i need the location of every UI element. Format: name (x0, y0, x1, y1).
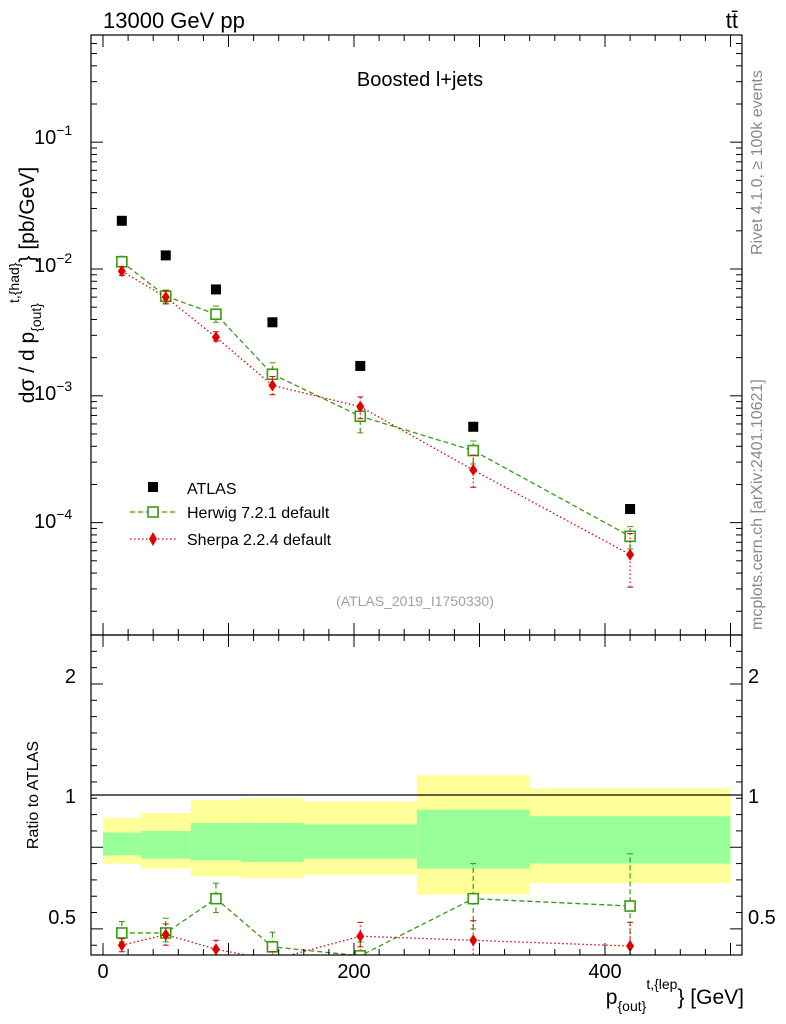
process-label: tt̄ (726, 8, 738, 33)
band-green-6 (529, 816, 731, 864)
y-tick-label-1e-3: 10−3 (34, 378, 72, 405)
band-green-0 (103, 832, 141, 856)
main-sherpa-point-5 (469, 464, 478, 477)
ratio-sherpa-point-5 (469, 934, 478, 947)
ratio-herwig-point-2 (210, 892, 222, 905)
main-sherpa-point-6 (626, 548, 635, 561)
ratio-herwig-point-6 (624, 900, 636, 912)
main-atlas-point-4 (355, 360, 366, 371)
ratio-sherpa-point-3 (271, 953, 274, 955)
legend-herwig-label: Herwig 7.2.1 default (187, 505, 330, 522)
y-tick-label-1e-2: 10−2 (34, 250, 72, 277)
main-atlas-point-5 (468, 421, 479, 432)
main-atlas-point-2 (210, 284, 221, 295)
band-green-4 (303, 824, 417, 859)
band-green-3 (241, 822, 304, 862)
band-green-1 (140, 830, 191, 859)
main-sherpa-point-2 (211, 331, 220, 344)
ratio-y-tick-2-left: 2 (65, 666, 76, 688)
main-sherpa-point-0 (117, 265, 126, 278)
analysis-tag: (ATLAS_2019_I1750330) (336, 593, 494, 609)
ratio-y-axis-label: Ratio to ATLAS (25, 741, 42, 849)
ratio-herwig-point-0 (116, 927, 128, 939)
ratio-herwig-line (121, 897, 631, 955)
band-green-2 (190, 822, 242, 861)
legend-atlas-label: ATLAS (187, 481, 237, 498)
ratio-herwig-point-5 (467, 892, 480, 905)
ratio-y-tick-1-left: 1 (65, 786, 76, 808)
main-herwig-point-5 (467, 444, 480, 457)
main-herwig-point-2 (210, 308, 222, 321)
main-atlas-point-0 (116, 215, 127, 226)
ratio-y-tick-1-right: 1 (748, 786, 759, 808)
ratio-sherpa-point-4 (356, 930, 365, 943)
ratio-panel-frame (90, 634, 743, 956)
ratio-panel-series (116, 853, 636, 955)
legend: ATLAS Herwig 7.2.1 default Sherpa 2.2.4 … (130, 481, 332, 549)
legend-sherpa-label: Sherpa 2.2.4 default (187, 532, 332, 549)
main-sherpa-point-1 (161, 291, 170, 304)
x-axis-label: p{out}t,{lep} [GeV] (606, 976, 744, 1014)
legend-atlas-marker (148, 482, 158, 492)
main-herwig-point-3 (266, 368, 279, 381)
ratio-sherpa-point-6 (626, 940, 635, 953)
main-herwig-point-4 (354, 410, 367, 423)
x-tick-label-0: 0 (97, 961, 108, 983)
main-atlas-point-3 (267, 317, 278, 328)
ratio-y-tick-0.5-right: 0.5 (748, 907, 776, 929)
ratio-y-tick-2-right: 2 (748, 666, 759, 688)
mcplots-label: mcplots.cern.ch [arXiv:2401.10621] (749, 379, 766, 630)
x-tick-label-400: 400 (588, 961, 621, 983)
ratio-sherpa-point-1 (161, 928, 170, 941)
y-tick-label-1e-1: 10−1 (34, 122, 72, 149)
ratio-sherpa-line (121, 933, 631, 955)
energy-label: 13000 GeV pp (103, 8, 245, 33)
x-tick-label-200: 200 (337, 961, 370, 983)
legend-herwig-marker (147, 506, 159, 518)
main-atlas-point-1 (160, 250, 171, 261)
ratio-herwig-point-3 (266, 941, 279, 953)
legend-sherpa-marker (149, 532, 157, 546)
main-title: Boosted l+jets (357, 69, 483, 91)
axis-ticks (91, 35, 742, 955)
ratio-herwig-point-4 (354, 950, 367, 955)
main-atlas-point-6 (625, 504, 636, 515)
y-tick-labels-ratio-left: 0.5 1 2 (48, 666, 76, 929)
ratio-sherpa-point-2 (211, 943, 220, 955)
main-panel-series (116, 215, 636, 588)
main-sherpa-point-3 (268, 379, 277, 392)
rivet-version-label: Rivet 4.1.0, ≥ 100k events (749, 70, 766, 255)
ratio-y-tick-0.5-left: 0.5 (48, 907, 76, 929)
y-tick-labels-ratio-right: 0.5 1 2 (748, 666, 776, 929)
main-sherpa-point-4 (356, 400, 365, 413)
ratio-uncertainty-bands (103, 775, 731, 895)
x-tick-labels: 0 200 400 (97, 961, 621, 983)
main-y-axis-label: dσ / d p{out}t,{had}} [pb/GeV] (6, 167, 44, 403)
band-green-5 (416, 809, 530, 869)
main-herwig-point-6 (624, 530, 636, 543)
ratio-sherpa-point-0 (117, 939, 126, 952)
y-tick-labels-main: 10−4 10−3 10−2 10−1 (34, 122, 72, 533)
y-tick-label-1e-4: 10−4 (34, 506, 72, 533)
